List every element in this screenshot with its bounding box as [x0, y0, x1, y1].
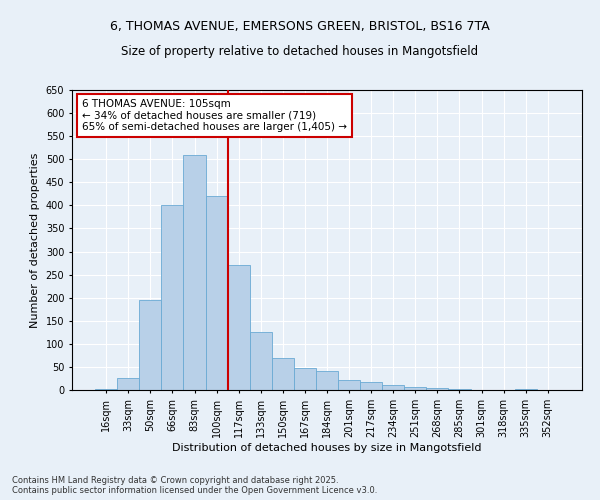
- Text: 6, THOMAS AVENUE, EMERSONS GREEN, BRISTOL, BS16 7TA: 6, THOMAS AVENUE, EMERSONS GREEN, BRISTO…: [110, 20, 490, 33]
- Y-axis label: Number of detached properties: Number of detached properties: [30, 152, 40, 328]
- Text: 6 THOMAS AVENUE: 105sqm
← 34% of detached houses are smaller (719)
65% of semi-d: 6 THOMAS AVENUE: 105sqm ← 34% of detache…: [82, 99, 347, 132]
- Bar: [448, 389, 470, 390]
- Bar: [206, 196, 227, 390]
- Bar: [184, 154, 206, 390]
- Bar: [250, 332, 272, 390]
- Bar: [316, 370, 338, 390]
- X-axis label: Distribution of detached houses by size in Mangotsfield: Distribution of detached houses by size …: [172, 442, 482, 452]
- Bar: [117, 378, 139, 390]
- Bar: [227, 266, 250, 390]
- Bar: [382, 386, 404, 390]
- Bar: [272, 358, 294, 390]
- Bar: [161, 206, 184, 390]
- Bar: [139, 300, 161, 390]
- Bar: [404, 387, 427, 390]
- Text: Contains HM Land Registry data © Crown copyright and database right 2025.
Contai: Contains HM Land Registry data © Crown c…: [12, 476, 377, 495]
- Bar: [338, 380, 360, 390]
- Bar: [294, 368, 316, 390]
- Bar: [427, 388, 448, 390]
- Bar: [95, 388, 117, 390]
- Text: Size of property relative to detached houses in Mangotsfield: Size of property relative to detached ho…: [121, 45, 479, 58]
- Bar: [515, 389, 537, 390]
- Bar: [360, 382, 382, 390]
